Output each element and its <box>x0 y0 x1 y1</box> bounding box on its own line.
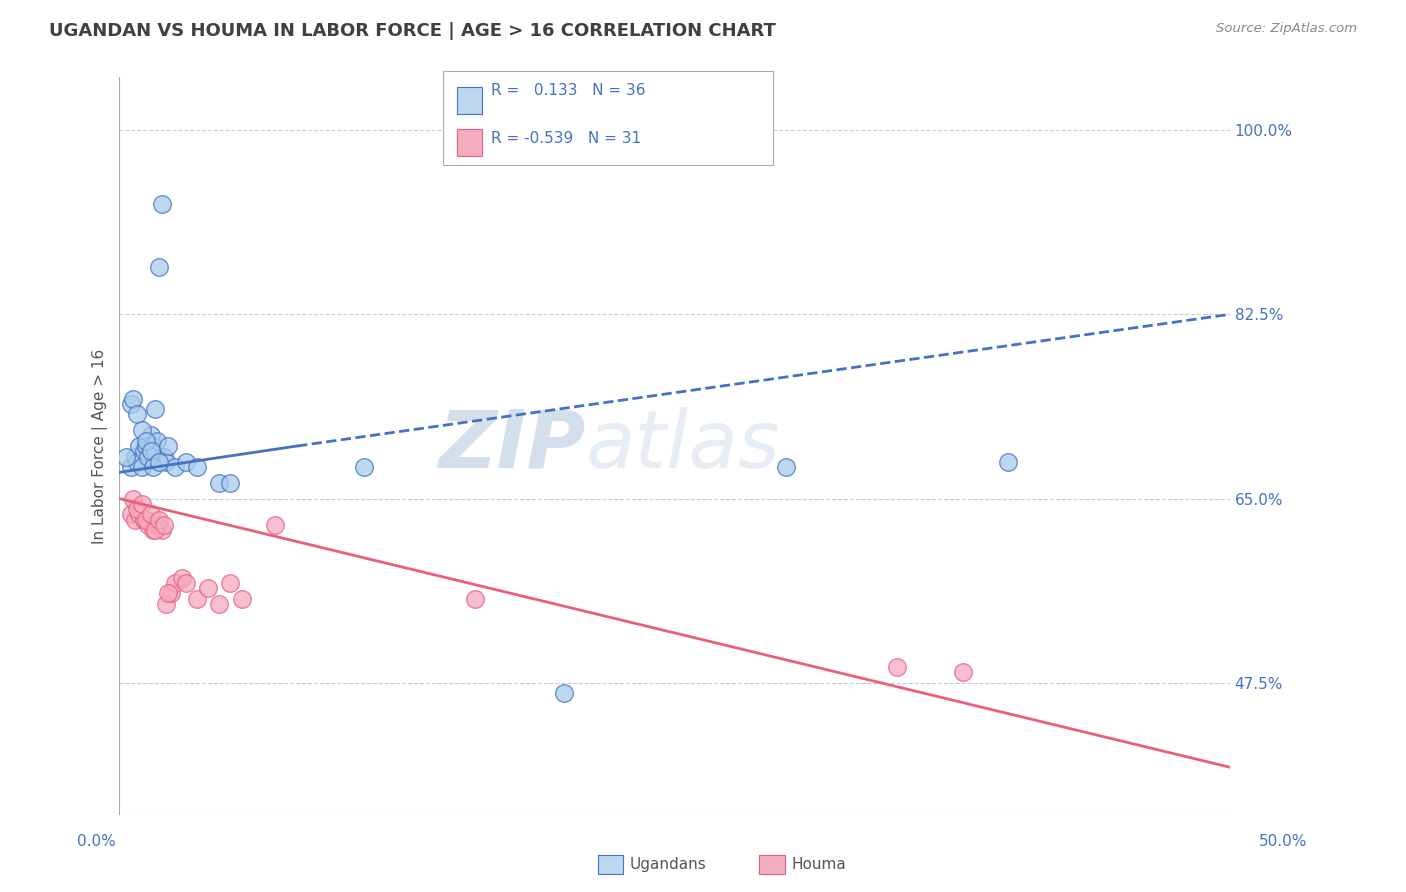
Text: R =   0.133   N = 36: R = 0.133 N = 36 <box>491 84 645 98</box>
Point <box>131 460 153 475</box>
Point <box>131 497 153 511</box>
Point <box>143 402 166 417</box>
Text: 50.0%: 50.0% <box>1260 834 1308 849</box>
Point <box>148 513 170 527</box>
Point <box>150 523 173 537</box>
Point <box>174 455 197 469</box>
Point <box>952 665 974 680</box>
Y-axis label: In Labor Force | Age > 16: In Labor Force | Age > 16 <box>93 349 108 543</box>
Point <box>163 575 186 590</box>
Point <box>150 196 173 211</box>
Text: Ugandans: Ugandans <box>630 857 707 871</box>
Text: R = -0.539   N = 31: R = -0.539 N = 31 <box>491 131 641 145</box>
Text: 0.0%: 0.0% <box>77 834 117 849</box>
Point <box>208 475 231 490</box>
Text: UGANDAN VS HOUMA IN LABOR FORCE | AGE > 16 CORRELATION CHART: UGANDAN VS HOUMA IN LABOR FORCE | AGE > … <box>49 22 776 40</box>
Text: atlas: atlas <box>586 407 780 485</box>
Point <box>159 586 181 600</box>
Point <box>153 518 176 533</box>
Point <box>157 586 180 600</box>
Point <box>219 475 242 490</box>
Point <box>197 581 219 595</box>
Point <box>135 513 157 527</box>
Text: Houma: Houma <box>792 857 846 871</box>
Point <box>120 397 142 411</box>
Point <box>186 460 208 475</box>
Point <box>231 591 253 606</box>
Point <box>135 434 157 448</box>
Point <box>148 455 170 469</box>
Point <box>136 450 159 464</box>
Point <box>153 450 176 464</box>
Point <box>136 518 159 533</box>
Point <box>148 260 170 274</box>
Point <box>142 439 165 453</box>
Point <box>115 450 138 464</box>
Point <box>157 439 180 453</box>
Point <box>146 518 169 533</box>
Point <box>132 513 155 527</box>
Point <box>886 660 908 674</box>
Point <box>128 508 150 522</box>
Point <box>170 571 193 585</box>
Point <box>139 428 162 442</box>
Point <box>124 513 146 527</box>
Point <box>135 439 157 453</box>
Point <box>186 591 208 606</box>
Point <box>127 502 149 516</box>
Point <box>553 686 575 700</box>
Point <box>146 434 169 448</box>
Point <box>997 455 1019 469</box>
Point <box>128 439 150 453</box>
Point <box>219 575 242 590</box>
Point <box>155 455 177 469</box>
Point <box>120 460 142 475</box>
Point <box>155 597 177 611</box>
Point <box>124 450 146 464</box>
Point <box>120 508 142 522</box>
Point <box>132 444 155 458</box>
Point <box>208 597 231 611</box>
Text: ZIP: ZIP <box>439 407 586 485</box>
Point <box>131 423 153 437</box>
Point <box>353 460 375 475</box>
Point <box>143 523 166 537</box>
Point <box>142 460 165 475</box>
Point <box>775 460 797 475</box>
Point <box>121 491 143 506</box>
Point <box>264 518 287 533</box>
Point <box>139 444 162 458</box>
Point <box>127 455 149 469</box>
Text: Source: ZipAtlas.com: Source: ZipAtlas.com <box>1216 22 1357 36</box>
Point <box>142 523 165 537</box>
Point <box>121 392 143 406</box>
Point <box>127 408 149 422</box>
Point <box>143 444 166 458</box>
Point <box>163 460 186 475</box>
Point <box>174 575 197 590</box>
Point <box>464 591 486 606</box>
Point <box>139 508 162 522</box>
